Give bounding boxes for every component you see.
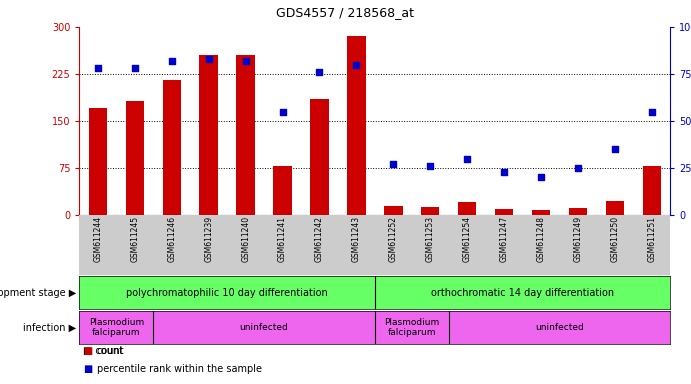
Text: GSM611240: GSM611240 — [241, 216, 250, 262]
Text: Plasmodium
falciparum: Plasmodium falciparum — [384, 318, 439, 337]
Bar — [495, 209, 513, 215]
Text: development stage ▶: development stage ▶ — [0, 288, 76, 298]
Point — [388, 161, 399, 167]
Text: GSM611253: GSM611253 — [426, 216, 435, 262]
Text: ■: ■ — [83, 364, 92, 374]
Text: GSM611239: GSM611239 — [205, 216, 214, 262]
Point — [536, 174, 547, 180]
Point — [351, 61, 362, 68]
Point — [609, 146, 621, 152]
Point — [646, 109, 657, 115]
Text: GSM611252: GSM611252 — [389, 216, 398, 262]
Text: uninfected: uninfected — [240, 323, 288, 332]
Point — [203, 56, 214, 62]
Point — [129, 65, 140, 71]
Bar — [88, 108, 107, 215]
Text: GSM611242: GSM611242 — [315, 216, 324, 262]
Bar — [153, 311, 375, 344]
Text: GSM611243: GSM611243 — [352, 216, 361, 262]
Bar — [347, 36, 366, 215]
Text: GSM611249: GSM611249 — [574, 216, 583, 262]
Text: GSM611241: GSM611241 — [278, 216, 287, 262]
Bar — [384, 206, 403, 215]
Bar — [448, 311, 670, 344]
Point — [499, 169, 510, 175]
Bar — [375, 311, 448, 344]
Text: orthochromatic 14 day differentiation: orthochromatic 14 day differentiation — [431, 288, 614, 298]
Point — [314, 69, 325, 75]
Bar — [236, 55, 255, 215]
Bar — [605, 201, 624, 215]
Bar — [643, 166, 661, 215]
Text: count: count — [97, 346, 124, 356]
Text: GSM611250: GSM611250 — [610, 216, 619, 262]
Text: GSM611247: GSM611247 — [500, 216, 509, 262]
Text: polychromatophilic 10 day differentiation: polychromatophilic 10 day differentiatio… — [126, 288, 328, 298]
Bar — [421, 207, 439, 215]
Text: GSM611245: GSM611245 — [131, 216, 140, 262]
Text: infection ▶: infection ▶ — [23, 322, 76, 333]
Bar — [162, 80, 181, 215]
Text: Plasmodium
falciparum: Plasmodium falciparum — [88, 318, 144, 337]
Text: ■ count: ■ count — [83, 346, 123, 356]
Point — [572, 165, 583, 171]
Text: GSM611248: GSM611248 — [536, 216, 545, 262]
Point — [167, 58, 178, 64]
Bar — [200, 55, 218, 215]
Bar — [532, 210, 550, 215]
Text: percentile rank within the sample: percentile rank within the sample — [97, 364, 262, 374]
Text: GDS4557 / 218568_at: GDS4557 / 218568_at — [276, 6, 415, 19]
Point — [277, 109, 288, 115]
Point — [93, 65, 104, 71]
Bar — [126, 101, 144, 215]
Point — [240, 58, 251, 64]
Text: uninfected: uninfected — [535, 323, 584, 332]
Point — [425, 163, 436, 169]
Point — [462, 156, 473, 162]
Bar — [458, 202, 476, 215]
Bar — [79, 311, 153, 344]
Bar — [274, 166, 292, 215]
Text: GSM611251: GSM611251 — [647, 216, 656, 262]
Text: ■: ■ — [83, 346, 92, 356]
Text: GSM611244: GSM611244 — [93, 216, 102, 262]
Text: GSM611246: GSM611246 — [167, 216, 176, 262]
Bar — [310, 99, 329, 215]
Text: GSM611254: GSM611254 — [463, 216, 472, 262]
Bar — [569, 207, 587, 215]
